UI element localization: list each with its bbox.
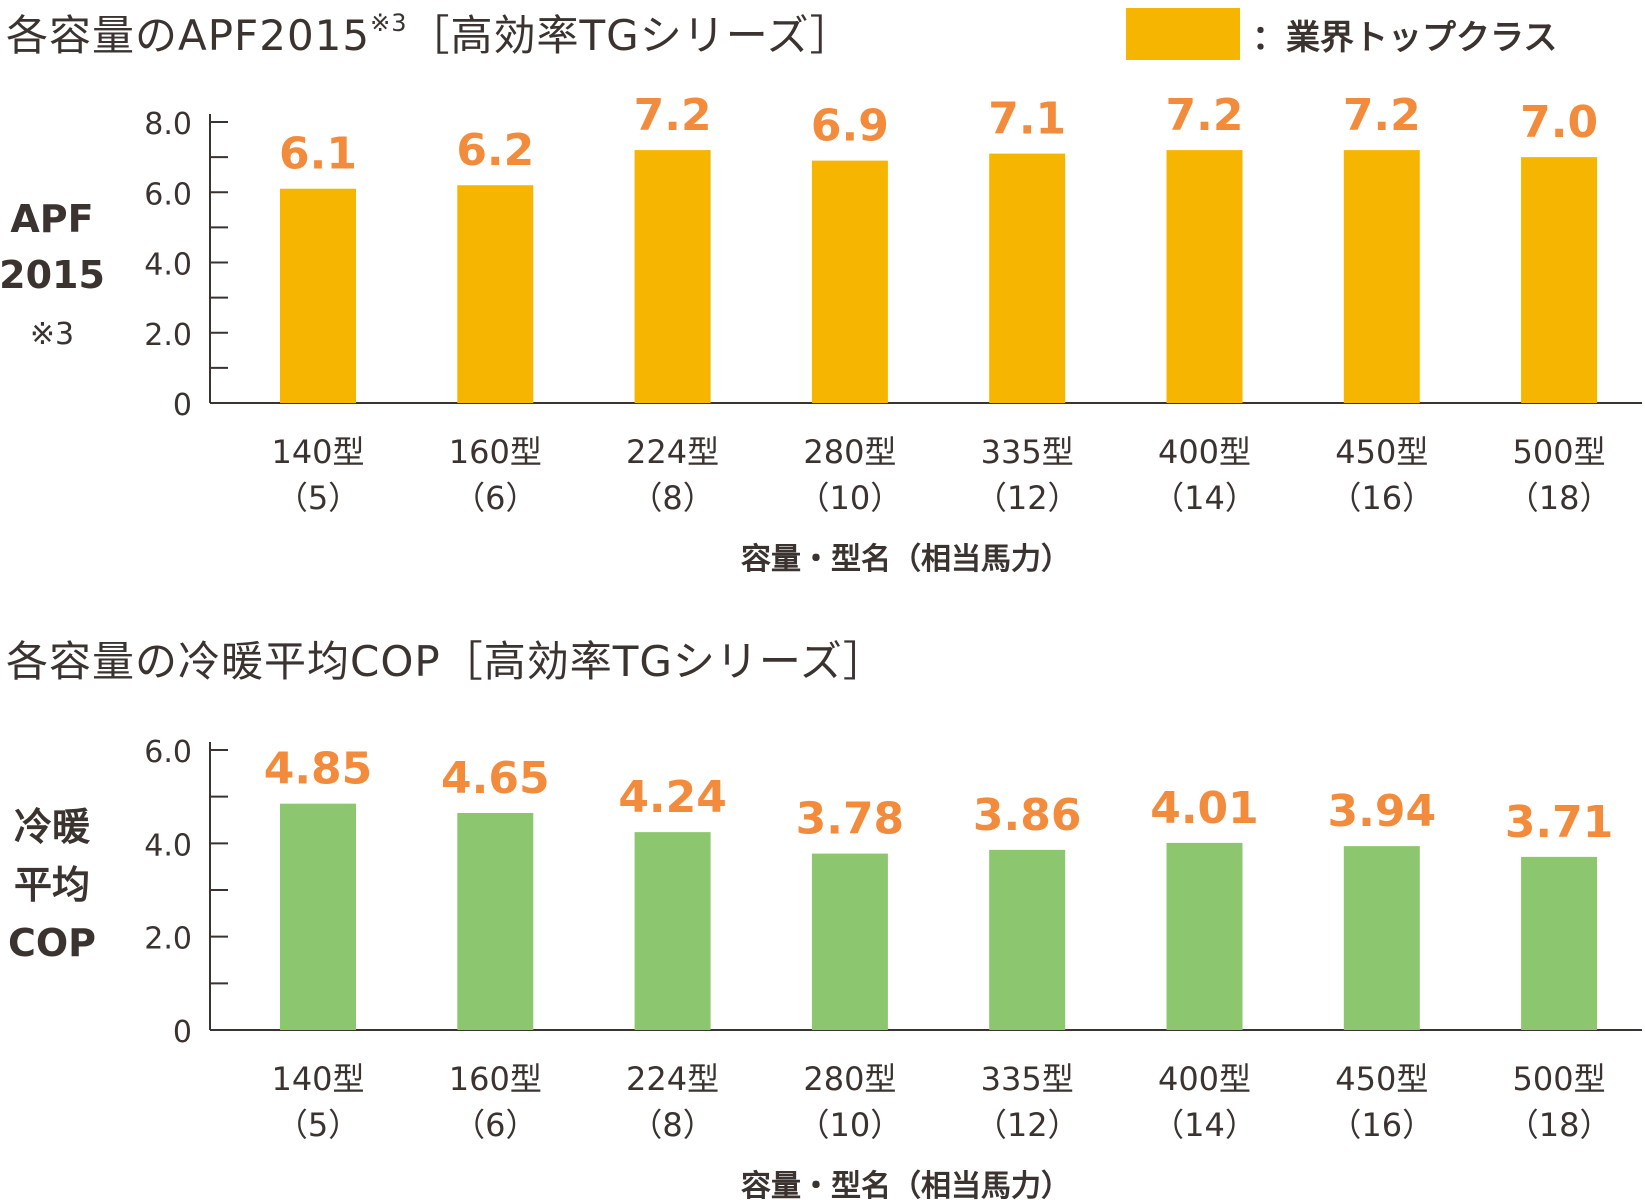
cop-y-label-line: 平均: [14, 863, 90, 907]
apf-x-tick-sublabel: （18）: [1507, 479, 1612, 517]
chart1-title-suffix: ［高効率TGシリーズ］: [407, 11, 853, 60]
apf-data-label: 6.9: [811, 101, 889, 152]
apf-x-tick-sublabel: （6）: [453, 479, 537, 517]
apf-x-tick-label: 140型: [271, 433, 364, 471]
legend: ：業界トップクラス: [1126, 8, 1557, 60]
apf-x-axis-title: 容量・型名（相当馬力）: [741, 542, 1071, 577]
cop-data-label: 3.71: [1505, 797, 1614, 848]
cop-x-tick-sublabel: （5）: [276, 1106, 360, 1144]
apf-y-tick-label: 4.0: [144, 248, 192, 283]
apf-y-tick-label: 2.0: [144, 318, 192, 353]
cop-x-tick-label: 335型: [981, 1060, 1074, 1098]
cop-bar: [1166, 842, 1243, 1030]
apf-x-tick-sublabel: （8）: [630, 479, 714, 517]
apf-data-label: 7.0: [1520, 97, 1598, 148]
cop-x-tick-sublabel: （12）: [975, 1106, 1080, 1144]
cop-y-tick-label: 2.0: [144, 922, 192, 957]
cop-bar: [457, 813, 534, 1030]
chart2-title: 各容量の冷暖平均COP［高効率TGシリーズ］: [6, 637, 886, 686]
apf-data-label: 6.2: [456, 125, 534, 176]
apf-x-tick-label: 280型: [803, 433, 896, 471]
cop-data-label: 4.24: [618, 772, 727, 823]
cop-bar: [811, 853, 888, 1030]
apf-bar: [989, 153, 1066, 403]
apf-y-label-line: APF: [10, 197, 93, 241]
cop-data-label: 4.85: [264, 744, 373, 795]
apf-x-tick-sublabel: （16）: [1329, 479, 1434, 517]
legend-swatch: [1126, 8, 1240, 60]
cop-x-tick-sublabel: （8）: [630, 1106, 714, 1144]
apf-x-tick-sublabel: （12）: [975, 479, 1080, 517]
cop-x-tick-label: 450型: [1335, 1060, 1428, 1098]
apf-bar: [1343, 150, 1420, 403]
cop-x-tick-label: 500型: [1513, 1060, 1606, 1098]
cop-bar: [1343, 846, 1420, 1030]
cop-x-tick-label: 280型: [803, 1060, 896, 1098]
apf-data-label: 7.2: [634, 90, 712, 141]
apf-y-tick-label: 0: [173, 388, 192, 423]
apf-y-tick-label: 8.0: [144, 107, 192, 142]
cop-data-label: 3.86: [973, 790, 1082, 841]
apf-data-label: 7.2: [1166, 90, 1244, 141]
cop-bar: [280, 803, 356, 1030]
chart1-title-text: 各容量のAPF2015: [6, 11, 371, 60]
cop-y-tick-label: 4.0: [144, 828, 192, 863]
cop-bar: [1521, 856, 1598, 1030]
apf-bar: [634, 150, 711, 403]
apf-x-tick-sublabel: （10）: [798, 479, 903, 517]
apf-y-label-line: ※3: [30, 317, 74, 352]
cop-x-tick-sublabel: （6）: [453, 1106, 537, 1144]
chart1-title: 各容量のAPF2015※3［高効率TGシリーズ］: [6, 2, 853, 63]
cop-y-tick-label: 6.0: [144, 735, 192, 770]
apf-x-tick-sublabel: （14）: [1152, 479, 1257, 517]
apf-x-tick-label: 450型: [1335, 433, 1428, 471]
cop-bar: [989, 849, 1066, 1030]
apf-data-label: 6.1: [279, 129, 357, 180]
cop-data-label: 4.65: [441, 753, 550, 804]
apf-data-label: 7.1: [988, 94, 1066, 145]
apf-y-label-line: 2015: [0, 253, 105, 297]
chart1-title-footnote: ※3: [370, 9, 408, 37]
cop-y-label-line: 冷暖: [14, 805, 91, 849]
cop-x-tick-sublabel: （14）: [1152, 1106, 1257, 1144]
cop-data-label: 3.94: [1328, 786, 1437, 837]
apf-bar: [280, 188, 356, 403]
cop-x-tick-sublabel: （16）: [1329, 1106, 1434, 1144]
apf-x-tick-label: 335型: [981, 433, 1074, 471]
legend-label: ：業界トップクラス: [1252, 17, 1558, 58]
cop-x-tick-label: 160型: [449, 1060, 542, 1098]
apf-x-tick-sublabel: （5）: [276, 479, 360, 517]
apf-chart: 0 2.0 4.0 6.0 8.0 APF 2015 ※3 6.1 140型 （5） 6.2 160型 （…: [0, 90, 1642, 577]
apf-bar: [457, 185, 534, 403]
cop-x-axis-title: 容量・型名（相当馬力）: [741, 1169, 1071, 1200]
apf-bar: [1166, 150, 1243, 403]
cop-x-tick-label: 400型: [1158, 1060, 1251, 1098]
apf-x-tick-label: 160型: [449, 433, 542, 471]
apf-bar: [1521, 157, 1598, 403]
cop-x-tick-sublabel: （18）: [1507, 1106, 1612, 1144]
apf-x-tick-label: 224型: [626, 433, 719, 471]
apf-x-tick-label: 400型: [1158, 433, 1251, 471]
cop-x-tick-label: 224型: [626, 1060, 719, 1098]
cop-y-tick-label: 0: [173, 1015, 192, 1050]
cop-data-label: 4.01: [1150, 783, 1259, 834]
apf-bar: [811, 160, 888, 403]
apf-data-label: 7.2: [1343, 90, 1421, 141]
cop-x-tick-sublabel: （10）: [798, 1106, 903, 1144]
apf-x-tick-label: 500型: [1513, 433, 1606, 471]
cop-bar: [634, 832, 711, 1030]
cop-y-label-line: COP: [8, 921, 96, 965]
cop-x-tick-label: 140型: [271, 1060, 364, 1098]
apf-y-tick-label: 6.0: [144, 177, 192, 212]
cop-data-label: 3.78: [796, 794, 905, 845]
